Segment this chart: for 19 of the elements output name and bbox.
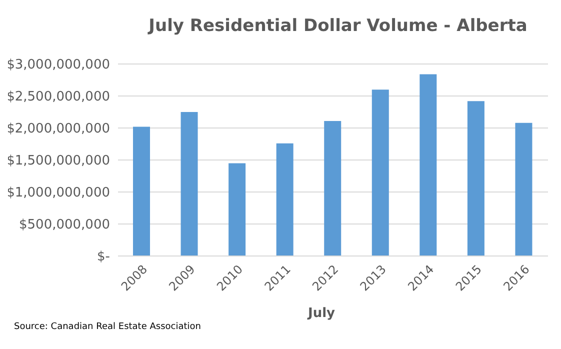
source-note: Source: Canadian Real Estate Association: [14, 322, 201, 332]
bar: [372, 90, 389, 256]
x-axis-title: July: [308, 306, 336, 321]
y-tick-label: $1,500,000,000: [6, 154, 110, 169]
y-tick-label: $500,000,000: [19, 218, 110, 233]
y-tick-label: $-: [97, 250, 110, 265]
y-tick-label: $2,500,000,000: [6, 90, 110, 105]
y-tick-label: $1,000,000,000: [6, 186, 110, 201]
chart-title: July Residential Dollar Volume - Alberta: [146, 16, 528, 36]
bar: [228, 163, 246, 256]
bar: [420, 74, 437, 256]
bar: [180, 112, 198, 256]
bar: [515, 122, 532, 256]
bar: [324, 120, 342, 256]
bar: [133, 126, 150, 256]
bar: [467, 101, 484, 256]
y-tick-label: $2,000,000,000: [6, 122, 110, 137]
bar: [276, 143, 294, 256]
y-tick-label: $3,000,000,000: [6, 58, 110, 73]
